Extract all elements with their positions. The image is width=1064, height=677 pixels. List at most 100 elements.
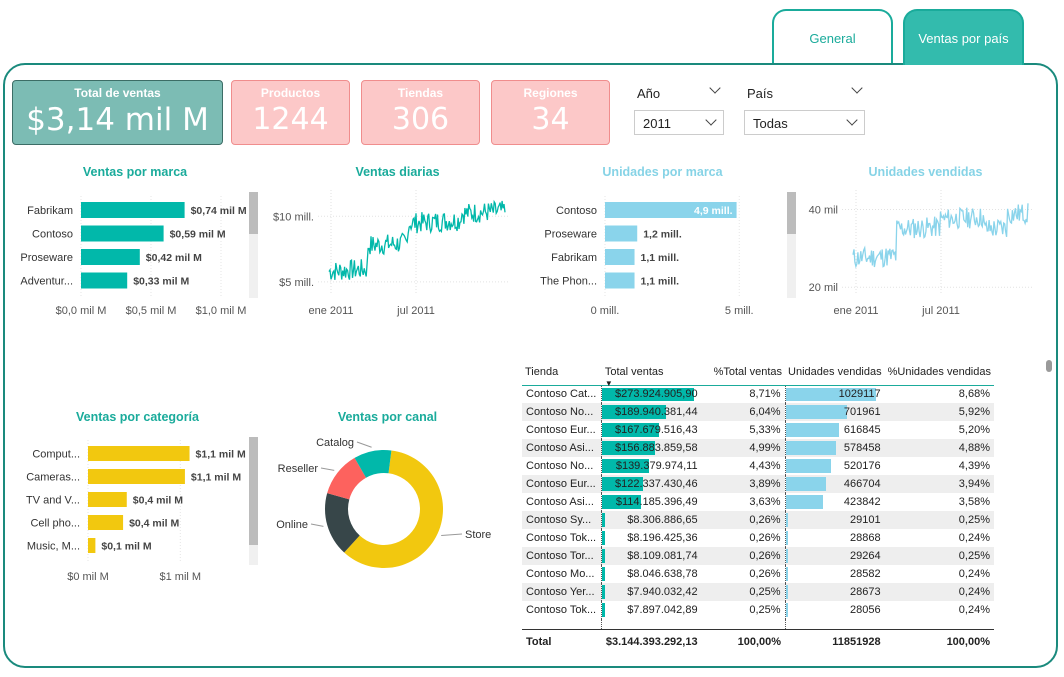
bar: [88, 469, 185, 484]
table-row[interactable]: Contoso Asi... $156.883.859,58 4,99% 578458…: [522, 439, 994, 457]
unidades-databar: [785, 405, 847, 419]
y-tick-label: $10 mill.: [273, 211, 314, 223]
unidades-databar: [785, 459, 832, 473]
table-cell: Contoso Tok...: [522, 601, 602, 619]
table-cell: $114.185.396,49: [601, 493, 702, 511]
cell-text: $273.924.905,90: [615, 388, 698, 401]
bar: [605, 249, 635, 265]
slicer-pais-dropdown[interactable]: Todas: [744, 110, 865, 135]
table-cell: 0,25%: [884, 511, 994, 529]
table-row[interactable]: Contoso Asi... $114.185.396,49 3,63% 423842…: [522, 493, 994, 511]
bar: [605, 272, 635, 289]
table-row[interactable]: Contoso Tok... $7.897.042,89 0,25% 28056 0,2…: [522, 601, 994, 619]
table-total-row: Total $3.144.393.292,13 100,00% 11851928 100…: [522, 628, 994, 655]
slicer-anio-dropdown[interactable]: 2011: [634, 110, 724, 135]
data-label: $0,59 mil M: [170, 229, 226, 241]
slice-label: Catalog: [316, 437, 354, 449]
cell-text: Contoso Mo...: [526, 568, 595, 580]
total-ventas-databar: [602, 405, 667, 419]
cell-text: 5,33%: [749, 424, 781, 436]
total-ventas-databar: [602, 387, 695, 401]
scrollbar-thumb[interactable]: [249, 192, 258, 234]
data-label: 4,9 mill.: [694, 205, 733, 217]
cell-text: 0,24%: [958, 586, 990, 598]
category-label: The Phon...: [540, 276, 597, 288]
cell-text: 6,04%: [749, 406, 781, 418]
bar: [88, 538, 96, 553]
scrollbar-track[interactable]: [249, 192, 258, 298]
kpi-regiones: Regiones 34: [491, 80, 610, 145]
cell-text: $114.185.396,49: [615, 496, 698, 508]
total-cell: 100,00%: [884, 628, 994, 655]
table-cell: $122.337.430,46: [601, 475, 702, 493]
x-tick-label: jul 2011: [396, 305, 435, 317]
y-tick-label: $5 mill.: [279, 277, 314, 289]
table-row[interactable]: Contoso Yer... $7.940.032,42 0,25% 28673 0,2…: [522, 583, 994, 601]
table-cell: $7.897.042,89: [601, 601, 702, 619]
cell-text: Contoso Tok...: [526, 532, 597, 544]
table-row[interactable]: Contoso No... $139.379.974,11 4,43% 520176 4…: [522, 457, 994, 475]
table-row[interactable]: Contoso Eur... $167.679.516,43 5,33% 616845…: [522, 421, 994, 439]
table-cell: 8,68%: [885, 385, 994, 403]
tab-general-label: General: [809, 30, 856, 46]
cell-text: 616845: [843, 424, 881, 436]
table-cell: Contoso Cat...: [522, 385, 602, 403]
bar: [605, 202, 737, 218]
category-label: TV and V...: [26, 495, 80, 507]
bar: [88, 515, 124, 530]
column-header-unidades-vendidas[interactable]: Unidades vendidas: [785, 360, 885, 386]
cell-text: 0,26%: [749, 514, 781, 526]
table-row[interactable]: Contoso Cat... $273.924.905,90 8,71% 102911…: [522, 385, 994, 403]
category-label: Contoso: [556, 205, 597, 217]
column-header-total-ventas[interactable]: Total ventas ▼: [601, 360, 702, 388]
scrollbar-thumb[interactable]: [787, 192, 796, 234]
category-label: Contoso: [32, 229, 73, 241]
x-tick-label: 0 mill.: [591, 305, 620, 317]
chart-title-unidades-por-marca: Unidades por marca: [602, 165, 723, 179]
scrollbar-thumb[interactable]: [249, 437, 258, 545]
table-cell: Contoso Eur...: [522, 475, 602, 493]
table-row[interactable]: Contoso Eur... $122.337.430,46 3,89% 466704…: [522, 475, 994, 493]
table-cell: $156.883.859,58: [601, 439, 702, 457]
unidades-databar: [785, 495, 823, 509]
cell-text: 3,89%: [749, 478, 781, 490]
table-row[interactable]: Contoso Mo... $8.046.638,78 0,26% 28582 0,24…: [522, 565, 994, 583]
table-cell: 29264: [784, 547, 885, 565]
scrollbar-track[interactable]: [787, 192, 796, 298]
category-label: Cell pho...: [30, 518, 80, 530]
cell-text: 0,24%: [958, 604, 990, 616]
kpi-total-value: $3,14 mil M: [26, 102, 209, 138]
table-row[interactable]: Contoso Sy... $8.306.886,65 0,26% 29101 0,25…: [522, 511, 994, 529]
tab-general[interactable]: General: [772, 9, 893, 65]
table-header-row: Tienda Total ventas ▼ %Total ventas Unid…: [522, 360, 994, 388]
column-header-tienda[interactable]: Tienda: [522, 360, 602, 386]
cell-text: $167.679.516,43: [615, 424, 698, 436]
y-tick-label: 40 mil: [809, 204, 838, 216]
cell-text: $8.109.081,74: [627, 550, 698, 562]
chart-ventas-diarias: $10 mill. $5 mill. ene 2011 jul 2011: [273, 190, 510, 317]
table-row[interactable]: Contoso Tok... $8.196.425,36 0,26% 28868 0,2…: [522, 529, 994, 547]
kpi-tiendas: Tiendas 306: [361, 80, 480, 145]
slicer-pais-label: País: [747, 86, 774, 101]
table-row[interactable]: Contoso Tor... $8.109.081,74 0,26% 29264 0,2…: [522, 547, 994, 565]
table-row[interactable]: Contoso No... $189.940.381,44 6,04% 701961 5…: [522, 403, 994, 421]
bar: [81, 202, 185, 218]
table-cell: 0,24%: [885, 565, 994, 583]
table-cell: $7.940.032,42: [601, 583, 702, 601]
table-cell: 5,33%: [702, 421, 785, 439]
cell-text: 0,26%: [749, 550, 781, 562]
column-header-pct-total-ventas[interactable]: %Total ventas: [701, 360, 786, 386]
total-ventas-databar: [602, 549, 606, 563]
chart-ventas-por-categoria: $0 mil M $1 mil M Comput... $1,1 mil M Camer…: [26, 440, 246, 583]
table-cell: Contoso Asi...: [522, 439, 602, 457]
table-cell: 6,04%: [701, 403, 786, 421]
category-label: Cameras...: [26, 472, 80, 484]
tab-ventas-por-pais[interactable]: Ventas por país: [903, 9, 1024, 65]
column-header-pct-unidades-vendidas[interactable]: %Unidades vendidas: [884, 360, 994, 386]
x-tick-label: $1,0 mil M: [196, 305, 247, 317]
table-cell: $273.924.905,90: [601, 385, 702, 403]
table-cell: $167.679.516,43: [601, 421, 702, 439]
table-cell: 3,63%: [702, 493, 785, 511]
page-scrollbar-thumb[interactable]: [1046, 360, 1052, 372]
data-label: 1,1 mill.: [641, 252, 680, 264]
